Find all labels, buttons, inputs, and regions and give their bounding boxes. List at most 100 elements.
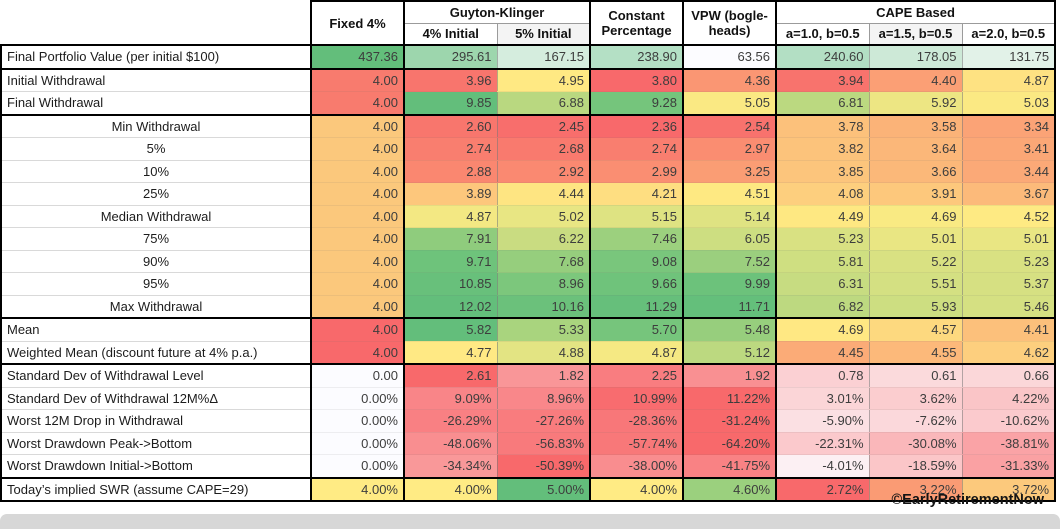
value-cell: 3.34 xyxy=(961,114,1057,138)
value-cell: 4.00 xyxy=(310,205,404,228)
value-cell: 4.36 xyxy=(682,68,777,92)
value-cell: 1.92 xyxy=(682,364,777,388)
value-cell: 5.01 xyxy=(961,227,1057,251)
row-label: Worst Drawdown Initial->Bottom xyxy=(0,454,311,479)
value-cell: 5.92 xyxy=(868,91,963,116)
value-cell: 5.14 xyxy=(682,205,777,228)
value-cell: 0.00% xyxy=(310,432,404,455)
col-group-guyton-klinger: Guyton-Klinger xyxy=(402,0,591,24)
value-cell: 6.22 xyxy=(496,227,591,251)
value-cell: 5.00% xyxy=(496,477,591,502)
value-cell: 4.00 xyxy=(310,250,404,273)
value-cell: 2.97 xyxy=(682,137,777,161)
value-cell: 240.60 xyxy=(775,45,870,70)
value-cell: 2.72% xyxy=(775,477,870,502)
value-cell: 9.09% xyxy=(403,387,497,410)
value-cell: 4.08 xyxy=(775,182,870,206)
row-label: Final Portfolio Value (per initial $100) xyxy=(0,44,311,70)
value-cell: 4.00 xyxy=(310,318,404,342)
corner-cell xyxy=(1,1,311,45)
value-cell: 0.61 xyxy=(868,364,963,388)
value-cell: 2.45 xyxy=(496,114,591,138)
value-cell: 4.00 xyxy=(310,272,404,296)
col-header-gk-5pct-initial: 5% Initial xyxy=(496,23,591,46)
row-label: Weighted Mean (discount future at 4% p.a… xyxy=(0,341,311,365)
value-cell: 11.71 xyxy=(682,295,777,319)
value-cell: -38.81% xyxy=(961,432,1057,455)
value-cell: 2.61 xyxy=(403,364,497,388)
table-header: Fixed 4% Guyton-Klinger Constant Percent… xyxy=(1,0,1057,46)
value-cell: 2.74 xyxy=(589,137,684,161)
value-cell: 6.81 xyxy=(775,91,870,116)
value-cell: 5.46 xyxy=(961,295,1057,319)
value-cell: 5.05 xyxy=(682,91,777,116)
value-cell: 4.49 xyxy=(775,205,870,228)
value-cell: 5.01 xyxy=(868,227,963,251)
value-cell: 6.05 xyxy=(682,227,777,251)
value-cell: 3.82 xyxy=(775,137,870,161)
value-cell: -7.62% xyxy=(868,409,963,433)
value-cell: 4.87 xyxy=(589,341,684,365)
value-cell: 1.82 xyxy=(496,364,591,388)
value-cell: -50.39% xyxy=(496,454,591,479)
bottom-window-bar xyxy=(0,514,1060,529)
value-cell: 4.87 xyxy=(403,205,497,228)
value-cell: 3.62% xyxy=(868,387,963,410)
value-cell: 0.78 xyxy=(775,364,870,388)
col-header-gk-4pct-initial: 4% Initial xyxy=(403,23,497,46)
col-header-vpw-bogleheads: VPW (bogle-heads) xyxy=(682,0,777,46)
value-cell: 3.67 xyxy=(961,182,1057,206)
value-cell: 5.70 xyxy=(589,318,684,342)
value-cell: 4.60% xyxy=(682,477,777,502)
value-cell: 3.78 xyxy=(775,114,870,138)
row-label: 90% xyxy=(0,250,311,273)
value-cell: 3.64 xyxy=(868,137,963,161)
value-cell: 4.00 xyxy=(310,227,404,251)
value-cell: 2.36 xyxy=(589,114,684,138)
value-cell: 9.71 xyxy=(403,250,497,273)
value-cell: 437.36 xyxy=(310,45,404,70)
value-cell: 9.08 xyxy=(589,250,684,273)
value-cell: -57.74% xyxy=(589,432,684,455)
value-cell: 3.80 xyxy=(589,68,684,92)
value-cell: 4.51 xyxy=(682,182,777,206)
value-cell: -64.20% xyxy=(682,432,777,455)
value-cell: 3.72% xyxy=(961,477,1057,502)
value-cell: 3.58 xyxy=(868,114,963,138)
value-cell: 5.12 xyxy=(682,341,777,365)
value-cell: 0.00% xyxy=(310,387,404,410)
row-label: Worst 12M Drop in Withdrawal xyxy=(0,409,311,433)
value-cell: -26.29% xyxy=(403,409,497,433)
value-cell: 4.21 xyxy=(589,182,684,206)
value-cell: 4.44 xyxy=(496,182,591,206)
value-cell: -31.33% xyxy=(961,454,1057,479)
value-cell: 4.00% xyxy=(589,477,684,502)
value-cell: 0.00% xyxy=(310,409,404,433)
row-label: Standard Dev of Withdrawal Level xyxy=(0,364,311,388)
value-cell: 4.69 xyxy=(868,205,963,228)
row-label: Mean xyxy=(0,318,311,342)
col-header-cape-a20-b05: a=2.0, b=0.5 xyxy=(961,23,1057,46)
row-label: 10% xyxy=(0,160,311,183)
value-cell: 4.95 xyxy=(496,68,591,92)
value-cell: 3.91 xyxy=(868,182,963,206)
value-cell: 3.22% xyxy=(868,477,963,502)
value-cell: 9.85 xyxy=(403,91,497,116)
value-cell: 8.96 xyxy=(496,272,591,296)
row-label: Median Withdrawal xyxy=(0,205,311,228)
value-cell: -38.00% xyxy=(589,454,684,479)
value-cell: -28.36% xyxy=(589,409,684,433)
value-cell: 2.25 xyxy=(589,364,684,388)
value-cell: 11.29 xyxy=(589,295,684,319)
value-cell: 4.57 xyxy=(868,318,963,342)
copyright-text: ©EarlyRetirementNow xyxy=(891,492,1044,508)
row-label: 75% xyxy=(0,227,311,251)
value-cell: 5.33 xyxy=(496,318,591,342)
value-cell: 63.56 xyxy=(682,45,777,70)
value-cell: 11.22% xyxy=(682,387,777,410)
value-cell: -48.06% xyxy=(403,432,497,455)
row-label: Standard Dev of Withdrawal 12M%Δ xyxy=(0,387,311,410)
value-cell: 3.41 xyxy=(961,137,1057,161)
value-cell: 5.81 xyxy=(775,250,870,273)
value-cell: 4.00 xyxy=(310,114,404,138)
